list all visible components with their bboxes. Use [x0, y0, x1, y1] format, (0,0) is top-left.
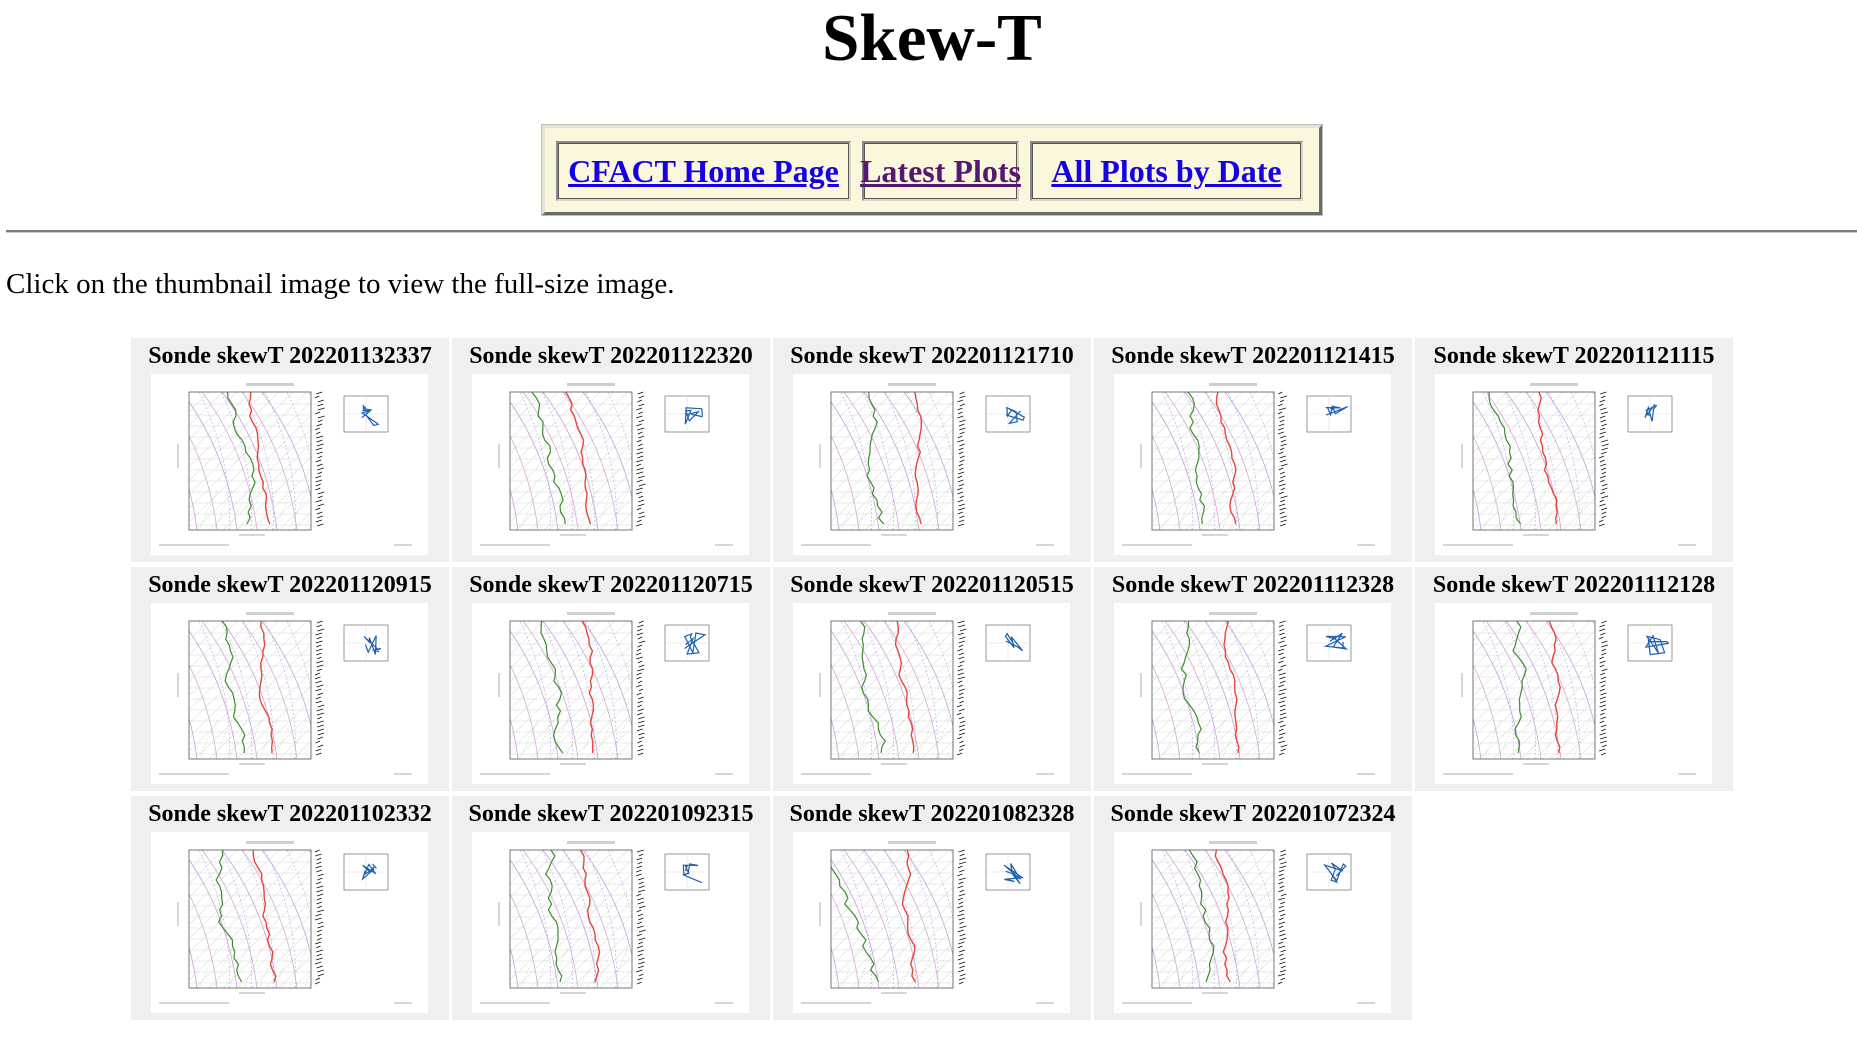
- thumbnail-caption: Sonde skewT 202201072324: [1110, 801, 1396, 827]
- skewt-thumbnail-image: [1443, 612, 1696, 775]
- thumbnail-cell: Sonde skewT 202201122320: [452, 338, 770, 562]
- thumbnail-caption: Sonde skewT 202201120915: [148, 572, 432, 598]
- thumbnail-cell: Sonde skewT 202201112128: [1415, 567, 1733, 791]
- skewt-thumbnail-image: [480, 383, 733, 546]
- skewt-thumbnail-image: [159, 841, 412, 1004]
- thumbnail-caption: Sonde skewT 202201102332: [148, 801, 432, 827]
- thumbnail-cell: Sonde skewT 202201102332: [131, 796, 449, 1020]
- instructions-text: Click on the thumbnail image to view the…: [6, 268, 675, 300]
- nav-cell-home: CFACT Home Page: [556, 141, 851, 201]
- nav-cell-latest: Latest Plots: [860, 141, 1021, 201]
- skewt-thumbnail-image: [1122, 841, 1375, 1004]
- thumbnail-cell: Sonde skewT 202201072324: [1094, 796, 1412, 1020]
- skewt-thumbnail-link[interactable]: [472, 832, 749, 1013]
- thumbnail-cell: Sonde skewT 202201120715: [452, 567, 770, 791]
- thumbnail-caption: Sonde skewT 202201120515: [790, 572, 1074, 598]
- skewt-thumbnail-link[interactable]: [1435, 374, 1712, 555]
- skewt-thumbnail-image: [480, 612, 733, 775]
- skewt-thumbnail-link[interactable]: [1114, 832, 1391, 1013]
- skewt-thumbnail-link[interactable]: [472, 603, 749, 784]
- thumbnail-cell: Sonde skewT 202201121415: [1094, 338, 1412, 562]
- skewt-thumbnail-image: [159, 383, 412, 546]
- skewt-thumbnail-link[interactable]: [151, 603, 428, 784]
- thumbnail-cell: Sonde skewT 202201120915: [131, 567, 449, 791]
- skewt-thumbnail-link[interactable]: [1435, 603, 1712, 784]
- skewt-thumbnail-image: [801, 383, 1054, 546]
- thumbnail-cell: Sonde skewT 202201120515: [773, 567, 1091, 791]
- skewt-thumbnail-image: [480, 841, 733, 1004]
- skewt-thumbnail-image: [801, 841, 1054, 1004]
- skewt-thumbnail-link[interactable]: [151, 374, 428, 555]
- thumbnail-cell: Sonde skewT 202201082328: [773, 796, 1091, 1020]
- thumbnail-cell: Sonde skewT 202201121115: [1415, 338, 1733, 562]
- nav-link-all-plots-by-date[interactable]: All Plots by Date: [1051, 152, 1282, 189]
- thumbnail-caption: Sonde skewT 202201122320: [469, 343, 753, 369]
- thumbnail-caption: Sonde skewT 202201092315: [468, 801, 754, 827]
- skewt-thumbnail-link[interactable]: [793, 603, 1070, 784]
- navigation-bar: CFACT Home Page Latest Plots All Plots b…: [542, 125, 1322, 215]
- thumbnail-caption: Sonde skewT 202201121415: [1111, 343, 1395, 369]
- skewt-thumbnail-image: [1443, 383, 1696, 546]
- thumbnail-caption: Sonde skewT 202201121115: [1433, 343, 1715, 369]
- skewt-thumbnail-link[interactable]: [793, 374, 1070, 555]
- skewt-thumbnail-image: [159, 612, 412, 775]
- skewt-thumbnail-link[interactable]: [793, 832, 1070, 1013]
- divider: [6, 230, 1857, 233]
- skewt-thumbnail-link[interactable]: [1114, 374, 1391, 555]
- thumbnail-cell: Sonde skewT 202201112328: [1094, 567, 1412, 791]
- skewt-thumbnail-image: [1122, 383, 1375, 546]
- thumbnail-caption: Sonde skewT 202201121710: [790, 343, 1074, 369]
- skewt-thumbnail-link[interactable]: [472, 374, 749, 555]
- nav-cell-all-by-date: All Plots by Date: [1030, 141, 1303, 201]
- skewt-thumbnail-link[interactable]: [151, 832, 428, 1013]
- thumbnail-caption: Sonde skewT 202201082328: [789, 801, 1075, 827]
- skewt-thumbnail-image: [801, 612, 1054, 775]
- page-title: Skew-T: [822, 1, 1042, 75]
- thumbnail-caption: Sonde skewT 202201112128: [1432, 572, 1716, 598]
- thumbnail-cell: Sonde skewT 202201132337: [131, 338, 449, 562]
- skewt-thumbnail-image: [1122, 612, 1375, 775]
- nav-link-latest-plots[interactable]: Latest Plots: [860, 152, 1021, 189]
- thumbnail-cell: Sonde skewT 202201121710: [773, 338, 1091, 562]
- skewt-thumbnail-link[interactable]: [1114, 603, 1391, 784]
- thumbnail-cell: Sonde skewT 202201092315: [452, 796, 770, 1020]
- thumbnail-caption: Sonde skewT 202201132337: [148, 343, 432, 369]
- nav-link-cfact-home[interactable]: CFACT Home Page: [568, 152, 839, 189]
- thumbnail-caption: Sonde skewT 202201112328: [1111, 572, 1395, 598]
- thumbnail-caption: Sonde skewT 202201120715: [469, 572, 753, 598]
